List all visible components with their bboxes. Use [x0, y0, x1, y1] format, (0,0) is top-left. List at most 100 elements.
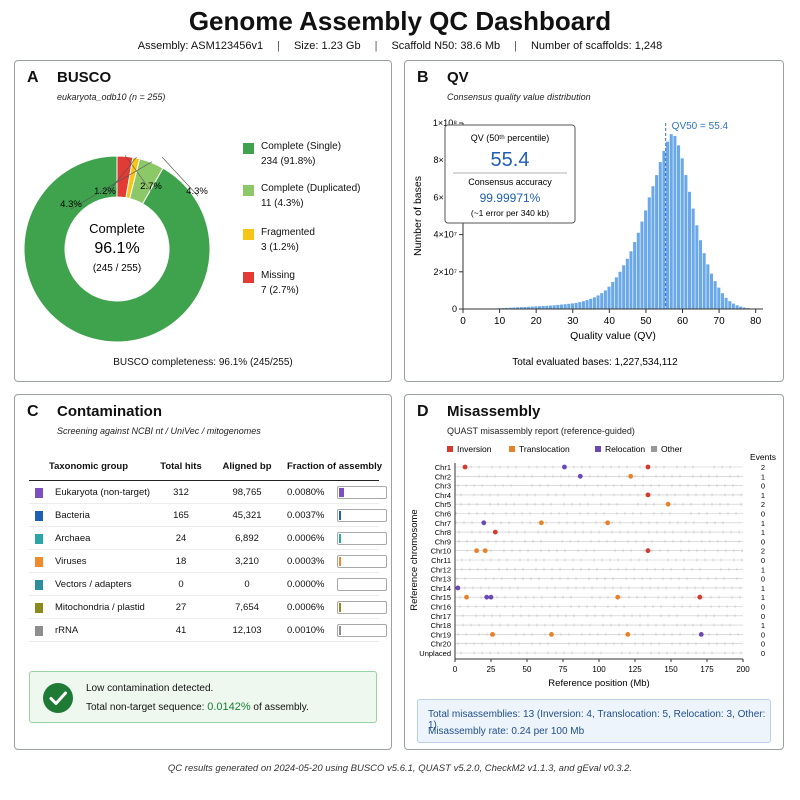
fraction-bar: [337, 532, 387, 545]
histogram-bar: [505, 307, 509, 309]
panel-letter: D: [417, 403, 429, 420]
fraction-bar-fill: [339, 488, 344, 497]
misassembly-point: [665, 501, 671, 507]
meta-separator: |: [277, 40, 280, 52]
slice-leader-line: [104, 156, 137, 197]
event-count: 1: [761, 565, 765, 574]
event-count: 0: [761, 603, 765, 612]
event-count: 1: [761, 519, 765, 528]
table-header: Taxonomic group Total hits Aligned bp Fr…: [29, 455, 382, 481]
histogram-bar: [640, 221, 644, 309]
group-swatch: [35, 511, 43, 521]
slice-label: 2.7%: [140, 181, 162, 192]
chromosome-label: Chr6: [435, 510, 451, 519]
misassembly-point: [490, 632, 495, 637]
x-tick-label: 125: [628, 665, 642, 674]
misassembly-point: [577, 473, 583, 479]
histogram-bar: [688, 191, 692, 309]
chromosome-label: Chr5: [435, 500, 451, 509]
chromosome-label: Chr7: [435, 519, 451, 528]
aligned-bp: 3,210: [235, 556, 259, 567]
total-hits: 165: [173, 510, 189, 521]
legend-label: Other: [661, 444, 682, 454]
misassembly-point: [484, 594, 490, 600]
misassembly-point: [605, 520, 611, 526]
legend-label: Translocation: [519, 444, 570, 454]
legend-swatch: [243, 229, 254, 240]
histogram-bar: [545, 305, 549, 309]
chromosome-label: Chr8: [435, 528, 451, 537]
qv-box-acc-value: 99.99971%: [480, 191, 541, 205]
qv-box-acc-note: (~1 error per 340 kb): [471, 208, 549, 218]
histogram-bar: [728, 301, 732, 309]
donut-center-count: (245 / 255): [93, 263, 141, 274]
histogram-bar: [625, 258, 629, 309]
histogram-bar: [603, 290, 607, 309]
donut-center-pct: 96.1%: [94, 240, 139, 257]
x-tick-label: 70: [714, 316, 726, 327]
page-footer: QC results generated on 2024-05-20 using…: [167, 763, 633, 774]
histogram-bar: [585, 300, 589, 309]
histogram-bar: [695, 225, 699, 309]
contamination-status: Low contamination detected.: [86, 683, 214, 694]
slice-label: 1.2%: [94, 186, 116, 197]
group-swatch: [35, 603, 43, 613]
meta-separator: |: [514, 40, 517, 52]
legend-swatch: [243, 272, 254, 283]
histogram-bar: [567, 303, 571, 309]
histogram-bar: [508, 307, 512, 309]
total-prefix: Total non-target sequence:: [86, 702, 208, 713]
event-count: 1: [761, 593, 765, 602]
histogram-bar: [538, 306, 542, 309]
legend-value: 7 (2.7%): [261, 285, 299, 296]
y-tick-label: 1×10⁸: [433, 118, 457, 128]
event-count: 2: [761, 463, 765, 472]
histogram-bar: [607, 286, 611, 309]
histogram-bar: [658, 162, 662, 309]
slice-label: 4.3%: [186, 186, 208, 197]
x-tick-label: 0: [460, 316, 466, 327]
busco-panel: A BUSCO eukaryota_odb10 (n = 255) 2.7% 1.…: [14, 60, 392, 382]
legend-label: Missing: [261, 270, 295, 281]
fraction-bar-fill: [339, 534, 341, 543]
y-tick-label: 2×10⁷: [433, 267, 457, 277]
event-count: 1: [761, 584, 765, 593]
x-tick-label: 150: [664, 665, 678, 674]
histogram-bar: [655, 175, 659, 309]
group-swatch: [35, 488, 43, 498]
group-name: Eukaryota (non-target): [55, 487, 151, 498]
table-row: Mitochondria / plastid 27 7,654 0.0006%: [29, 596, 387, 619]
qv-footer: Total evaluated bases: 1,227,534,112: [512, 357, 678, 368]
y-axis-label: Reference chromosome: [409, 509, 420, 610]
fraction-value: 0.0010%: [287, 625, 325, 636]
qv-box-value: 55.4: [491, 149, 530, 171]
misassembly-point: [625, 632, 631, 637]
misassembly-point: [645, 492, 651, 498]
histogram-bar: [618, 271, 622, 309]
histogram-bar: [552, 305, 556, 309]
misassembly-point: [698, 632, 704, 637]
panel-subtitle: Consensus quality value distribution: [447, 92, 591, 102]
histogram-bar: [698, 240, 703, 309]
chromosome-label: Chr17: [431, 612, 451, 621]
table-row: Bacteria 165 45,321 0.0037%: [29, 504, 387, 527]
histogram-bar: [548, 305, 553, 309]
chromosome-label: Chr10: [431, 547, 451, 556]
misassembly-panel: D Misassembly QUAST misassembly report (…: [404, 394, 784, 750]
total-value: 0.0142%: [207, 701, 251, 713]
total-hits: 24: [175, 533, 187, 544]
legend-value: 11 (4.3%): [261, 198, 304, 209]
x-tick-label: 30: [567, 316, 579, 327]
histogram-bar: [717, 287, 721, 309]
histogram-bar: [570, 303, 574, 309]
chromosome-label: Chr16: [431, 603, 451, 612]
misassembly-point: [645, 464, 651, 470]
histogram-bar: [633, 242, 637, 309]
histogram-bar: [563, 304, 567, 309]
event-count: 1: [761, 621, 765, 630]
misassembly-point: [628, 473, 634, 479]
x-tick-label: 50: [640, 316, 652, 327]
legend-label: Fragmented: [261, 227, 315, 238]
x-tick-label: 10: [494, 316, 506, 327]
histogram-bar: [559, 304, 564, 309]
